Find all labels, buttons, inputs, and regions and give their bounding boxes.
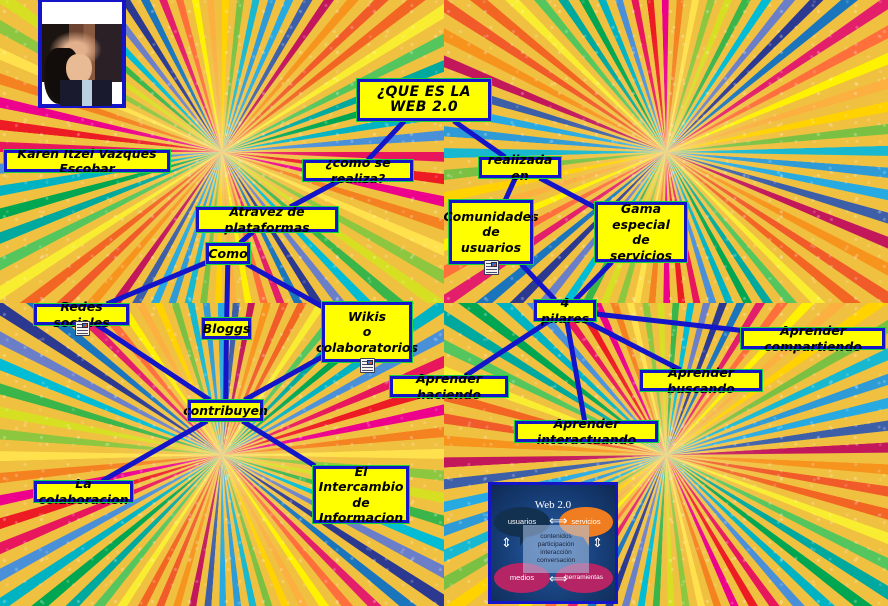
arrow-vertical-right: ⇕ [592,536,603,551]
node-label: Comunidades de usuarios [443,208,539,255]
node-label: El Intercambio de Informacion [318,463,404,526]
node-4-pilares[interactable]: 4 pilares [533,295,597,326]
node-contribuyen[interactable]: contribuyen [183,399,268,422]
document-icon [360,358,375,373]
node-label: Aprender compartiendo [764,323,862,354]
link-redes-sociales-to-contribuyen [95,322,212,403]
node-buscando[interactable]: Aprender buscando [639,365,763,396]
link-como-to-redes-sociales [105,260,207,307]
node-el-intercambio[interactable]: El Intercambio de Informacion [312,463,410,526]
node-plataformas[interactable]: Atravez de plataformas [195,204,339,235]
node-gama[interactable]: Gama especial de servicios [594,201,688,263]
node-como[interactable]: Como [205,242,251,265]
node-haciendo[interactable]: Aprender haciendo [389,371,509,402]
node-label: La colaboracion [38,476,129,507]
web20-center-line: interacción [540,549,572,556]
node-realizada-en[interactable]: realizada en [478,152,562,183]
arrow-horizontal-bottom: ⟺ [549,572,568,587]
document-icon [484,260,499,275]
link-como-se-realiza-to-plataformas [289,178,340,210]
web20-center-line: participación [537,540,575,548]
link-como-to-bloggs [224,263,231,319]
node-label: contribuyen [183,402,268,418]
node-label: Como [208,245,248,261]
node-label: Wikis o colaboratorios [316,308,418,355]
node-title[interactable]: ¿QUE ES LA WEB 2.0 [356,78,492,122]
link-como-to-wikis [245,261,324,309]
node-label: Bloggs [202,320,251,336]
node-label: Gama especial de servicios [609,201,673,263]
link-wikis-to-contribuyen [243,354,324,403]
node-compartiendo[interactable]: Aprender compartiendo [740,323,886,354]
web20-center-line: contenidos [540,532,572,540]
author-name-label: Karen Itzel Vazques Escobar [3,146,171,176]
node-label: Aprender haciendo [416,371,482,402]
link-title-to-como-se-realiza [366,119,407,162]
node-comunidades[interactable]: Comunidades de usuarios [443,199,539,265]
node-label: ¿QUE ES LA WEB 2.0 [376,83,472,115]
node-bloggs[interactable]: Bloggs [201,317,252,340]
web20-center-line: conversación [536,557,576,565]
author-photo [38,0,126,108]
photo-torso [60,80,112,106]
link-4-pilares-to-interactuando [564,320,588,422]
link-4-pilares-to-haciendo [463,318,551,379]
link-4-pilares-to-buscando [584,318,682,373]
web20-center-text: contenidos participación interacción conver… [523,525,589,573]
link-realizada-en-to-comunidades [503,176,518,202]
link-comunidades-to-4-pilares [519,262,557,302]
document-icon [74,321,90,336]
link-contribuyen-to-el-intercambio [241,418,317,469]
link-contribuyen-to-la-colaboracion [100,418,209,484]
link-plataformas-to-como [238,230,255,245]
node-label: Aprender interactuando [536,416,637,447]
web20-title: Web 2.0 [534,499,572,511]
link-4-pilares-to-compartiendo [595,311,742,333]
bubble-medios: medios [494,563,550,593]
node-wikis[interactable]: Wikis o colaboratorios [316,301,418,363]
node-label: Atravez de plataformas [224,204,310,235]
photo-image [42,24,122,106]
node-label: 4 pilares [540,295,590,326]
link-realizada-en-to-gama [538,175,597,210]
link-bloggs-to-contribuyen [223,338,229,401]
node-label: ¿como se realiza? [325,155,391,186]
web20-diagram: Web 2.0 usuarios servicios medios herram… [488,482,618,604]
node-interactuando[interactable]: Aprender interactuando [514,416,659,447]
arrow-vertical-left: ⇕ [501,536,512,551]
node-la-colaboracion[interactable]: La colaboracion [33,476,134,507]
photo-face [66,54,92,84]
link-gama-to-4-pilares [573,260,614,302]
node-label: realizada en [487,152,553,183]
arrow-horizontal-top: ⟺ [549,514,568,529]
link-title-to-realizada-en [452,118,507,160]
node-label: Aprender buscando [667,365,735,396]
node-como-se-realiza[interactable]: ¿como se realiza? [302,155,414,186]
